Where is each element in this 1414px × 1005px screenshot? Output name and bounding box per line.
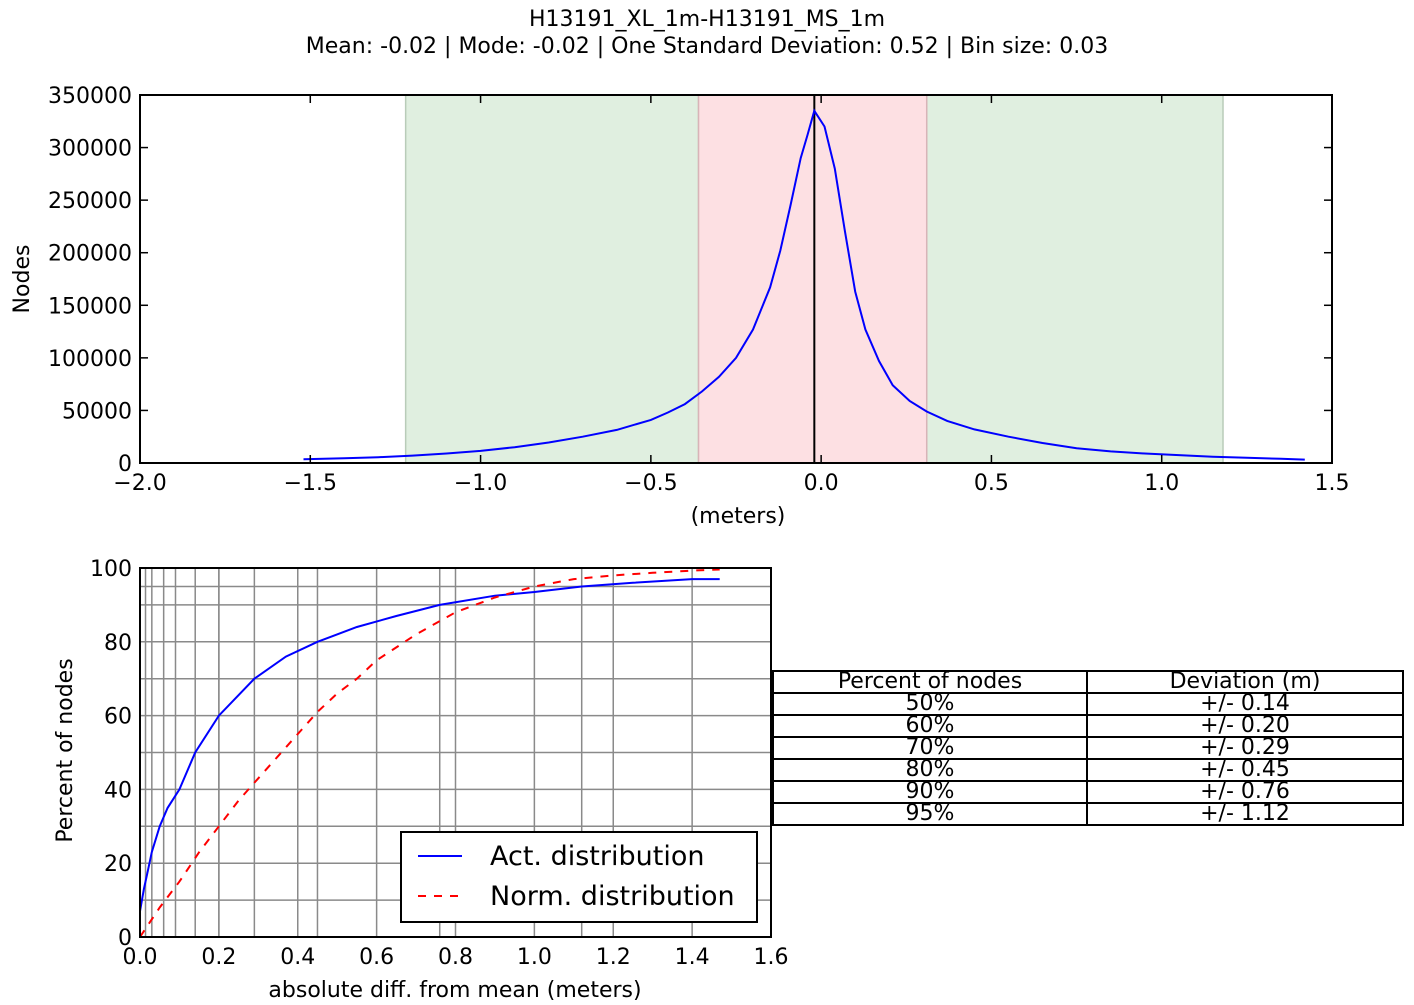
percent-cell: 80% xyxy=(772,758,1088,782)
table-header-row: Percent of nodes Deviation (m) xyxy=(772,670,1404,694)
y-tick-label: 150000 xyxy=(48,294,132,319)
legend-box xyxy=(400,831,758,923)
table-row: 70% +/- 0.29 xyxy=(772,736,1404,760)
percent-cell: 70% xyxy=(772,736,1088,760)
y-tick-label: 60 xyxy=(104,705,132,730)
x-tick-label: 1.4 xyxy=(675,945,710,970)
deviation-cell: +/- 0.14 xyxy=(1086,692,1404,716)
table-row: 80% +/- 0.45 xyxy=(772,758,1404,782)
percent-cell: 50% xyxy=(772,692,1088,716)
table-row: 60% +/- 0.20 xyxy=(772,714,1404,738)
x-tick-label: −2.0 xyxy=(113,471,166,496)
sigma-band-0 xyxy=(404,94,700,464)
histogram-frame xyxy=(139,94,1333,464)
deviation-cell: +/- 0.76 xyxy=(1086,780,1404,804)
y-tick-label: 0 xyxy=(118,926,132,951)
y-tick-label: 80 xyxy=(104,631,132,656)
x-tick-label: 0.2 xyxy=(201,945,236,970)
deviation-cell: +/- 1.12 xyxy=(1086,802,1404,826)
x-axis-label: absolute diff. from mean (meters) xyxy=(268,978,641,1003)
x-tick-label: 0.5 xyxy=(974,471,1009,496)
x-axis-label: (meters) xyxy=(691,504,786,529)
x-tick-label: 0.0 xyxy=(123,945,158,970)
percent-cell: 60% xyxy=(772,714,1088,738)
deviation-table: Percent of nodes Deviation (m) 50% +/- 0.14… xyxy=(772,670,1404,826)
x-tick-label: 1.6 xyxy=(754,945,789,970)
y-tick-label: 40 xyxy=(104,778,132,803)
y-tick-label: 50000 xyxy=(62,399,132,424)
deviation-cell: +/- 0.20 xyxy=(1086,714,1404,738)
x-tick-label: −0.5 xyxy=(624,471,677,496)
cumulative-chart: 0.0 0.2 0.4 0.6 0.8 1.0 1.2 1.4 1.6 0 20 40 60 80 100 a… xyxy=(53,557,789,1003)
table-row: 50% +/- 0.14 xyxy=(772,692,1404,716)
percent-cell: 95% xyxy=(772,802,1088,826)
x-tick-label: 1.5 xyxy=(1315,471,1350,496)
y-tick-label: 100000 xyxy=(48,347,132,372)
y-axis-label: Percent of nodes xyxy=(53,658,78,842)
x-tick-label: 1.0 xyxy=(517,945,552,970)
table-header-cell: Percent of nodes xyxy=(772,670,1088,694)
normal-distribution-line xyxy=(139,568,720,938)
cumulative-frame xyxy=(139,567,772,938)
table-row: 95% +/- 1.12 xyxy=(772,802,1404,826)
y-tick-label: 200000 xyxy=(48,242,132,267)
x-tick-label: 0.8 xyxy=(438,945,473,970)
y-axis-label: Nodes xyxy=(10,245,35,314)
y-tick-label: 350000 xyxy=(48,84,132,109)
y-tick-label: 250000 xyxy=(48,189,132,214)
percent-cell: 90% xyxy=(772,780,1088,804)
sigma-band-2 xyxy=(697,94,928,464)
y-tick-label: 0 xyxy=(118,452,132,477)
figure-subtitle: Mean: -0.02 | Mode: -0.02 | One Standard… xyxy=(305,34,1109,59)
figure-title: H13191_XL_1m-H13191_MS_1m xyxy=(528,7,886,32)
x-tick-label: 0.6 xyxy=(359,945,394,970)
x-tick-label: 0.4 xyxy=(280,945,315,970)
x-tick-label: −1.5 xyxy=(284,471,337,496)
histogram-line xyxy=(303,108,1305,461)
histogram-chart: −2.0 −1.5 −1.0 −0.5 0.0 0.5 1.0 1.5 0 50000 100000… xyxy=(10,84,1350,529)
y-tick-label: 100 xyxy=(90,557,132,582)
deviation-cell: +/- 0.45 xyxy=(1086,758,1404,782)
y-tick-label: 20 xyxy=(104,852,132,877)
actual-distribution-line xyxy=(139,578,720,912)
legend: Act. distribution Norm. distribution xyxy=(400,831,758,923)
table-header-cell: Deviation (m) xyxy=(1086,670,1404,694)
legend-label: Act. distribution xyxy=(490,841,704,872)
sigma-band-1 xyxy=(925,94,1224,464)
deviation-cell: +/- 0.29 xyxy=(1086,736,1404,760)
x-tick-label: −1.0 xyxy=(454,471,507,496)
x-tick-label: 1.0 xyxy=(1144,471,1179,496)
y-tick-label: 300000 xyxy=(48,137,132,162)
legend-label: Norm. distribution xyxy=(490,881,735,912)
x-tick-label: 1.2 xyxy=(596,945,631,970)
table-row: 90% +/- 0.76 xyxy=(772,780,1404,804)
x-tick-label: 0.0 xyxy=(804,471,839,496)
